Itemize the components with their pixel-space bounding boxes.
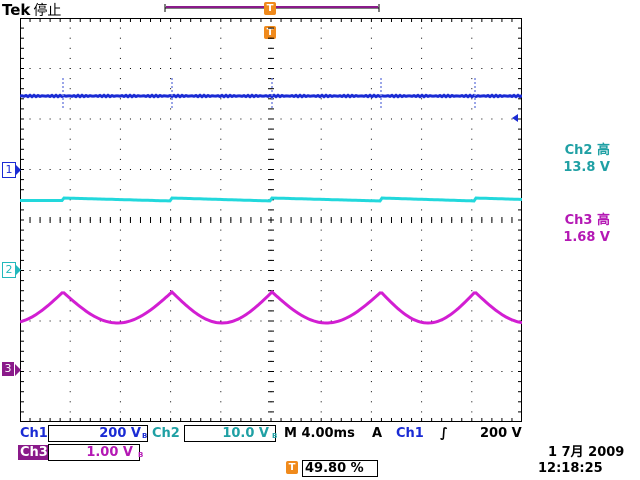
ch3-label: Ch3	[20, 445, 48, 460]
ch3-scale[interactable]: 1.00 V	[48, 444, 140, 461]
ch1-spikes	[62, 78, 476, 108]
record-window-bar	[164, 4, 380, 12]
trigger-slope-icon: ∫	[440, 426, 448, 441]
ch3-measurement: Ch3 高 1.68 V	[563, 212, 610, 246]
waveform-display	[20, 18, 522, 422]
ch2-ground-marker[interactable]: 2	[2, 262, 16, 278]
ch1-marker-arrow	[15, 164, 21, 176]
ch3-measurement-title: Ch3 高	[564, 213, 610, 228]
ch3-bw-limit-icon: B	[138, 451, 144, 459]
ch1-waveform	[20, 93, 522, 99]
ch1-ground-marker[interactable]: 1	[2, 162, 16, 178]
acquisition-state: 停止	[33, 3, 62, 19]
ch2-waveform	[20, 196, 522, 203]
record-trigger-marker: T	[264, 2, 276, 15]
trigger-source: Ch1	[396, 426, 424, 441]
record-trigger-marker-label: T	[266, 3, 274, 14]
ch3-label-tag: Ch3	[18, 445, 50, 460]
ch1-scale-value: 200 V	[99, 426, 141, 441]
trigger-position[interactable]: 49.80 %	[302, 460, 378, 477]
trigger-pos-marker-icon-label: T	[288, 462, 296, 473]
ch1-bw-limit-icon: B	[142, 432, 148, 440]
date: 1 7月 2009	[548, 445, 625, 460]
ch1-ground-marker-label: 1	[5, 163, 13, 176]
ch2-measurement: Ch2 高 13.8 V	[563, 142, 610, 176]
top-status-bar: Tek 停止 T	[0, 0, 640, 20]
ch2-ground-marker-label: 2	[5, 263, 13, 276]
ch1-label: Ch1	[20, 426, 48, 441]
trigger-position-marker[interactable]: T	[264, 26, 276, 39]
timebase[interactable]: M 4.00ms	[284, 426, 355, 441]
bottom-status-bar: Ch1 200 V B Ch2 10.0 V B M 4.00ms A Ch1 …	[0, 424, 640, 480]
ch3-waveform	[20, 289, 522, 325]
ch2-bw-limit-icon: B	[272, 432, 278, 440]
trigger-position-value: 49.80 %	[305, 461, 364, 476]
trigger-mode: A	[372, 426, 383, 441]
ch2-scale[interactable]: 10.0 V	[184, 425, 276, 442]
ch2-marker-arrow	[15, 264, 21, 276]
ch1-scale[interactable]: 200 V	[48, 425, 148, 442]
trigger-level: 200 V	[480, 426, 522, 441]
trigger-position-marker-label: T	[266, 27, 274, 38]
ch2-measurement-value: 13.8 V	[563, 160, 610, 175]
ch2-label: Ch2	[152, 426, 180, 441]
ch2-measurement-title: Ch2 高	[564, 143, 610, 158]
ch3-marker-arrow	[15, 364, 21, 376]
ch3-ground-marker[interactable]: 3	[2, 362, 14, 376]
ch2-scale-value: 10.0 V	[222, 426, 269, 441]
time: 12:18:25	[538, 461, 603, 476]
brand-logo: Tek 停止	[2, 0, 61, 20]
ch3-ground-marker-label: 3	[4, 362, 12, 375]
ch3-measurement-value: 1.68 V	[563, 230, 610, 245]
trigger-level-arrow[interactable]	[512, 114, 518, 122]
ch3-scale-value: 1.00 V	[86, 445, 133, 460]
brand-text: Tek	[2, 1, 31, 19]
graticule	[20, 18, 522, 422]
trigger-pos-marker-icon: T	[286, 461, 298, 474]
